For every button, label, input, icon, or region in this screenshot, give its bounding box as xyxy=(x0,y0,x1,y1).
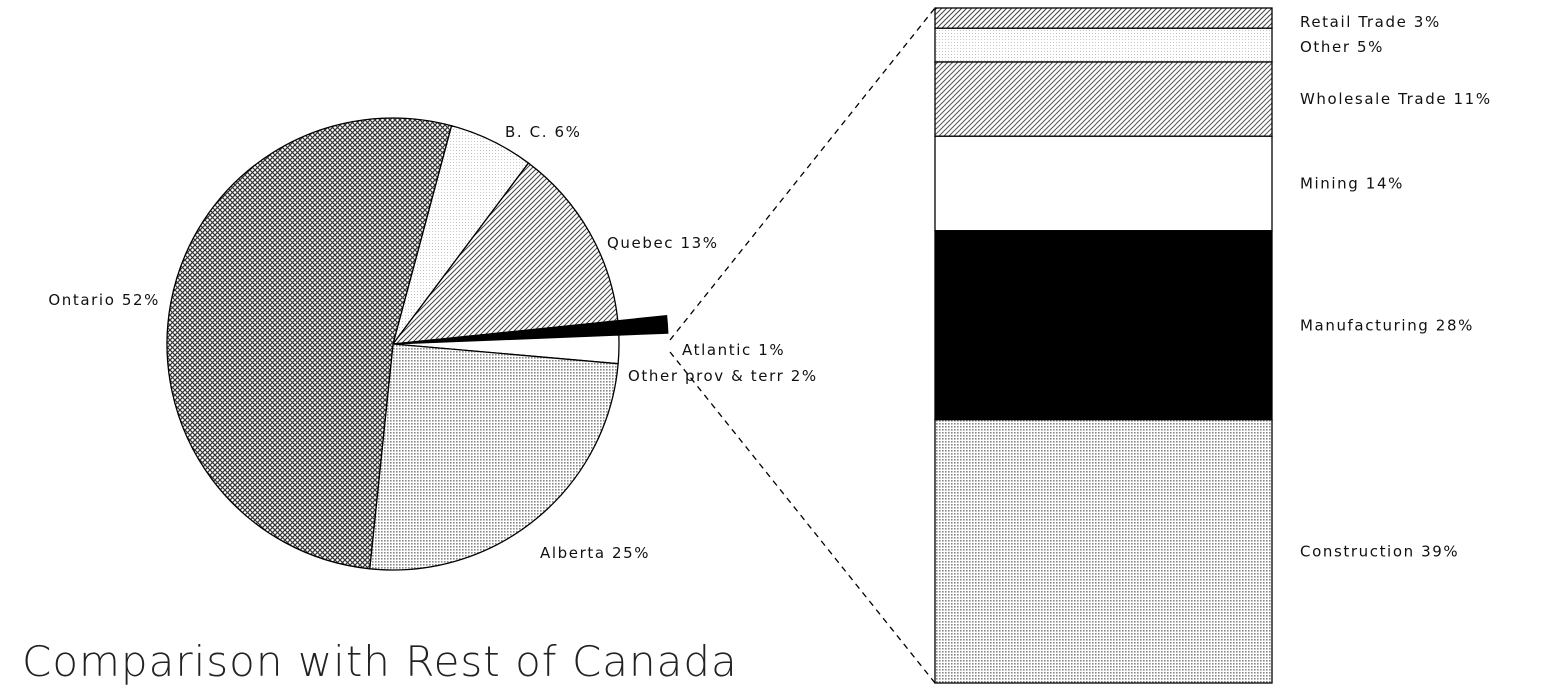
segment-name: Mining xyxy=(1300,174,1359,192)
bar-segment xyxy=(934,135,1273,232)
pie-slice xyxy=(392,314,669,345)
slice-label: Alberta 25% xyxy=(540,544,650,562)
connector-line xyxy=(669,7,936,341)
segment-label: Construction 39% xyxy=(1300,542,1459,560)
segment-name: Wholesale Trade xyxy=(1300,90,1447,108)
slice-label: B. C. 6% xyxy=(505,123,581,141)
slice-label: Other prov & terr 2% xyxy=(628,367,818,385)
pie-slice xyxy=(369,343,619,571)
connector-line xyxy=(669,351,936,684)
slice-value: 52% xyxy=(122,291,160,309)
slice-name: Alberta xyxy=(540,544,606,562)
segment-label: Wholesale Trade 11% xyxy=(1300,90,1492,108)
slice-value: 25% xyxy=(612,544,650,562)
slice-name: Quebec xyxy=(607,234,674,252)
segment-label: Mining 14% xyxy=(1300,174,1404,192)
pie-slice xyxy=(166,117,453,570)
segment-value: 39% xyxy=(1421,542,1459,560)
segment-label: Manufacturing 28% xyxy=(1300,316,1474,334)
segment-name: Construction xyxy=(1300,542,1415,560)
segment-name: Other xyxy=(1300,38,1351,56)
slice-name: Ontario xyxy=(48,291,115,309)
bar-segment xyxy=(934,7,1273,29)
segment-value: 5% xyxy=(1357,38,1384,56)
slice-value: 13% xyxy=(681,234,719,252)
slice-label: Ontario 52% xyxy=(48,291,160,309)
segment-label: Other 5% xyxy=(1300,38,1384,56)
slice-label: Atlantic 1% xyxy=(682,341,785,359)
segment-name: Retail Trade xyxy=(1300,13,1407,31)
bar-segment xyxy=(934,419,1273,684)
segment-label: Retail Trade 3% xyxy=(1300,13,1441,31)
slice-value: 6% xyxy=(554,123,581,141)
slice-name: Atlantic xyxy=(682,341,752,359)
slice-label: Quebec 13% xyxy=(607,234,719,252)
slice-value: 2% xyxy=(791,367,818,385)
segment-value: 3% xyxy=(1414,13,1441,31)
chart-title: Comparison with Rest of Canada xyxy=(22,637,738,686)
slice-value: 1% xyxy=(758,341,785,359)
segment-value: 11% xyxy=(1454,90,1492,108)
bar-segment xyxy=(934,230,1273,421)
bar-segment xyxy=(934,27,1273,63)
slice-name: B. C. xyxy=(505,123,548,141)
pie-slice xyxy=(391,162,619,345)
segment-value: 28% xyxy=(1436,316,1474,334)
slice-name: Other prov & terr xyxy=(628,367,784,385)
segment-name: Manufacturing xyxy=(1300,316,1429,334)
segment-value: 14% xyxy=(1366,174,1404,192)
bar-segment xyxy=(934,61,1273,137)
